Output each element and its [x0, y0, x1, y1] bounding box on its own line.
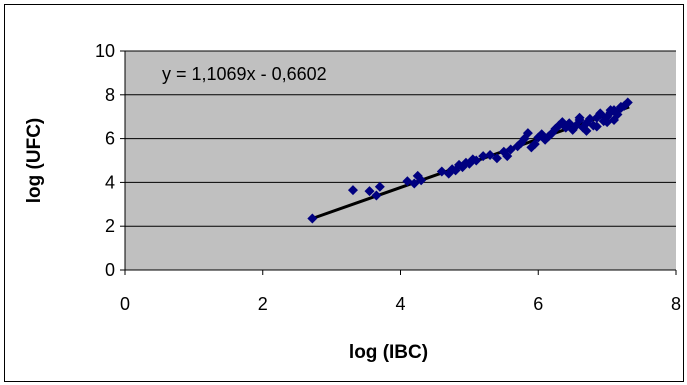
data-point [609, 114, 620, 125]
y-tick-label: 10 [95, 41, 115, 61]
data-point [485, 150, 496, 161]
x-axis-title: log (IBC) [349, 342, 428, 363]
data-point [564, 118, 575, 129]
data-points [307, 97, 633, 224]
data-point [491, 153, 502, 164]
plot-area [125, 51, 676, 270]
data-point [522, 128, 533, 139]
data-point [374, 181, 385, 192]
y-tick-label: 8 [105, 85, 115, 105]
data-point [471, 155, 482, 166]
x-tick-label: 8 [671, 294, 681, 314]
data-point [595, 108, 606, 119]
data-point [478, 151, 489, 162]
data-point [409, 178, 420, 189]
tick-labels: 0 2 4 6 8 10 0 2 4 6 8 [95, 41, 681, 314]
y-tick-label: 4 [105, 172, 115, 192]
data-point [307, 213, 318, 224]
x-tick-label: 0 [120, 294, 130, 314]
y-axis-title: log (UFC) [24, 118, 45, 203]
trendline-equation: y = 1,1069x - 0,6602 [162, 64, 327, 84]
x-tick-label: 2 [258, 294, 268, 314]
y-tick-label: 2 [105, 216, 115, 236]
data-point [622, 97, 633, 108]
axes [120, 50, 677, 275]
grid-lines [125, 50, 676, 227]
data-point [615, 101, 626, 112]
data-point [581, 125, 592, 136]
data-point [502, 151, 513, 162]
data-point [364, 186, 375, 197]
data-point [505, 144, 516, 155]
x-tick-label: 4 [395, 294, 405, 314]
x-tick-label: 6 [533, 294, 543, 314]
data-point [605, 105, 616, 116]
data-point [591, 121, 602, 132]
data-point [347, 185, 358, 196]
data-point [584, 113, 595, 124]
data-point [529, 139, 540, 150]
data-point [371, 190, 382, 201]
data-point [416, 175, 427, 186]
data-point [574, 112, 585, 123]
y-tick-label: 0 [105, 260, 115, 280]
y-tick-label: 6 [105, 129, 115, 149]
